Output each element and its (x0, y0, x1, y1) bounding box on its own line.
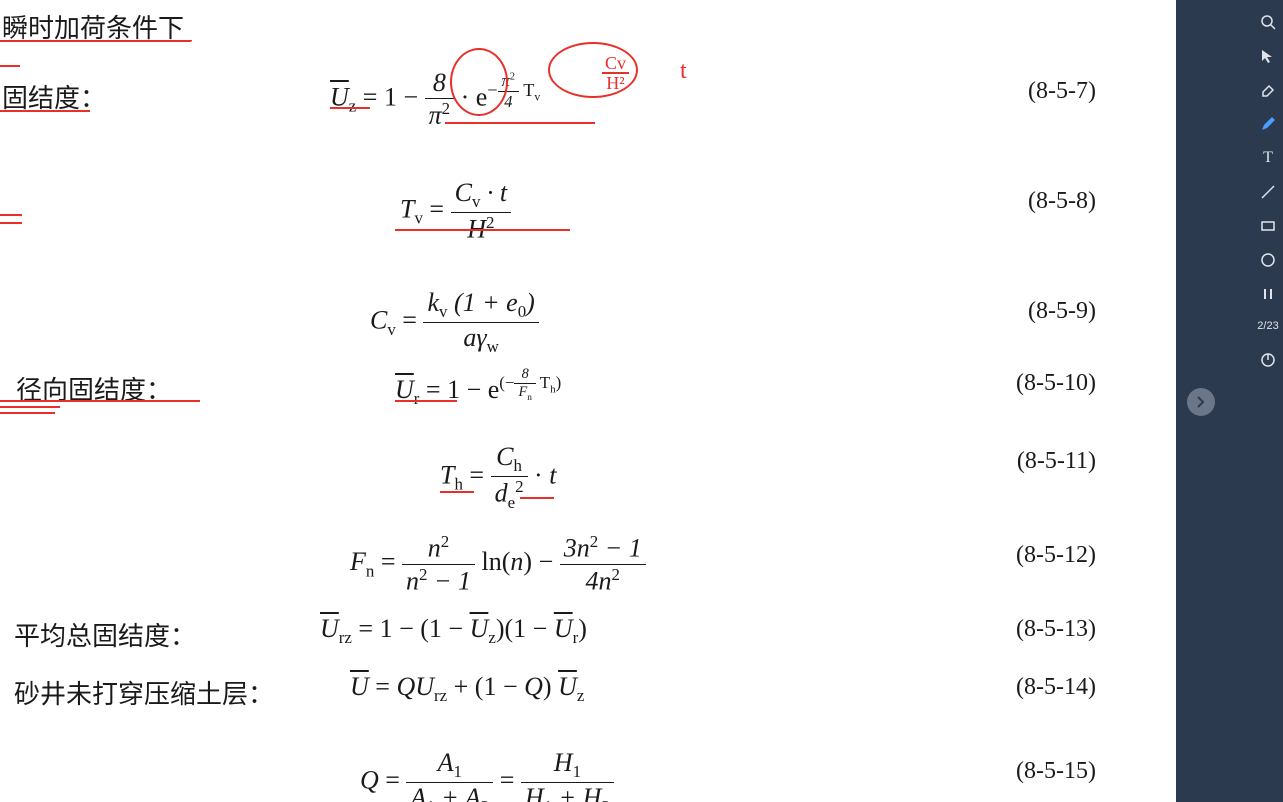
eq-number-4: (8-5-10) (1016, 370, 1096, 397)
page-indicator: 2/23 (1257, 320, 1278, 332)
chevron-right-icon (1195, 396, 1207, 408)
equation-8-5-8: Tv = Cv · tH2 (400, 178, 511, 245)
annotation-mark-2b (0, 222, 22, 224)
annotation-underline-label2c (0, 412, 55, 414)
annotation-toolbar: T 2/23 (1253, 0, 1283, 802)
label-sand-well: 砂井未打穿压缩土层： (14, 674, 274, 711)
equation-8-5-14: U = QUrz + (1 − Q) Uz (350, 672, 584, 706)
eq-number-9: (8-5-15) (1016, 758, 1096, 785)
search-icon[interactable] (1258, 12, 1278, 32)
eq-number-1: (8-5-7) (1028, 78, 1096, 105)
heading-instant-load: 瞬时加荷条件下 (2, 8, 184, 45)
equation-8-5-9: Cv = kv (1 + e0)aγw (370, 288, 539, 357)
right-panel (1176, 0, 1253, 802)
eq-number-8: (8-5-14) (1016, 674, 1096, 701)
label-consolidation: 固结度： (2, 78, 106, 115)
annotation-circle-exp (548, 42, 638, 98)
pen-icon[interactable] (1258, 114, 1278, 134)
equation-8-5-7: Uz = 1 − 8π2 · e−π24 Tv (330, 68, 540, 131)
eq-number-3: (8-5-9) (1028, 298, 1096, 325)
eq-number-7: (8-5-13) (1016, 616, 1096, 643)
equation-8-5-13: Urz = 1 − (1 − Uz)(1 − Ur) (320, 614, 587, 648)
eq-number-5: (8-5-11) (1017, 448, 1096, 475)
equation-8-5-10: Ur = 1 − e(−8Fn Th) (395, 366, 561, 409)
annotation-handwritten: CvH² (602, 54, 629, 92)
circle-icon[interactable] (1258, 250, 1278, 270)
pointer-icon[interactable] (1258, 46, 1278, 66)
next-page-button[interactable] (1187, 388, 1215, 416)
equation-8-5-12: Fn = n2n2 − 1 ln(n) − 3n2 − 14n2 (350, 532, 646, 596)
label-radial: 径向固结度： (16, 370, 172, 407)
document-page: 瞬时加荷条件下 固结度： Uz = 1 − 8π2 · e−π24 Tv (8-… (0, 0, 1176, 802)
label-avg-total: 平均总固结度： (14, 616, 196, 653)
pause-icon[interactable] (1258, 284, 1278, 304)
line-icon[interactable] (1258, 182, 1278, 202)
power-icon[interactable] (1258, 350, 1278, 370)
eraser-icon[interactable] (1258, 80, 1278, 100)
rectangle-icon[interactable] (1258, 216, 1278, 236)
eq-number-2: (8-5-8) (1028, 188, 1096, 215)
annotation-mark-1 (0, 65, 20, 67)
annotation-mark-2 (0, 214, 22, 216)
text-icon[interactable]: T (1258, 148, 1278, 168)
equation-8-5-11: Th = Chde2 · t (440, 442, 556, 513)
annotation-t: t (680, 58, 687, 85)
equation-8-5-15: Q = A1A1 + A2 = H1H1 + H2 (360, 748, 614, 802)
eq-number-6: (8-5-12) (1016, 542, 1096, 569)
